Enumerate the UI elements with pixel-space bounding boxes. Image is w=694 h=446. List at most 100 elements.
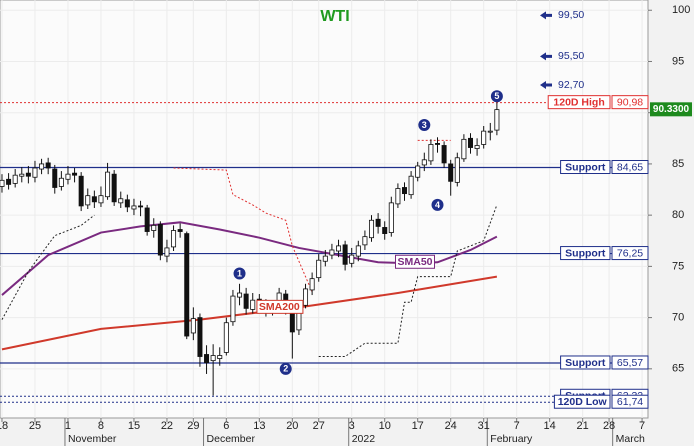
candle-body bbox=[223, 322, 229, 353]
candle-body bbox=[349, 254, 355, 264]
x-tick-label: 21 bbox=[577, 420, 589, 432]
series-label-box bbox=[394, 254, 435, 269]
y-tick-label: 80 bbox=[672, 209, 684, 221]
level-value-box bbox=[611, 95, 649, 110]
candle-body bbox=[322, 255, 328, 262]
candle-body bbox=[243, 293, 249, 309]
chart-title: WTI bbox=[320, 8, 349, 25]
month-label: December bbox=[207, 433, 256, 445]
candle-body bbox=[395, 188, 401, 205]
wave-marker bbox=[418, 118, 431, 131]
candle-body bbox=[309, 278, 315, 291]
candle-body bbox=[303, 288, 309, 306]
candle-body bbox=[441, 145, 447, 164]
level-value: 61,74 bbox=[617, 396, 643, 408]
candle-body bbox=[448, 163, 454, 182]
candle-body bbox=[131, 205, 137, 210]
level-value-box bbox=[611, 246, 649, 261]
candle-body bbox=[316, 259, 322, 279]
plot-area bbox=[0, 0, 649, 419]
wave-label: 2 bbox=[283, 364, 288, 374]
target-arrow bbox=[540, 81, 552, 90]
candle-body bbox=[25, 172, 31, 177]
labels: 6570758085909510018251815222961320273101… bbox=[0, 4, 692, 445]
candle-body bbox=[428, 144, 434, 162]
y-tick-label: 100 bbox=[672, 4, 690, 16]
candle-body bbox=[415, 165, 421, 178]
level-label-box bbox=[560, 160, 611, 175]
candle-body bbox=[230, 295, 236, 323]
y-tick-label: 65 bbox=[672, 363, 684, 375]
candle-body bbox=[164, 247, 170, 257]
level-label: Support bbox=[565, 161, 606, 173]
candle-body bbox=[454, 157, 460, 183]
candle-body bbox=[138, 205, 144, 208]
candle-body bbox=[98, 195, 104, 204]
series-label: SMA200 bbox=[259, 301, 300, 313]
candle-body bbox=[118, 198, 124, 204]
level-label: 120D High bbox=[553, 96, 604, 108]
candle-body bbox=[12, 174, 18, 184]
candle-body bbox=[434, 143, 440, 145]
candle-body bbox=[190, 318, 196, 334]
candle-body bbox=[65, 173, 71, 180]
candle-body bbox=[0, 179, 5, 187]
level-label-box bbox=[547, 95, 611, 110]
candle-body bbox=[481, 130, 487, 145]
x-tick-label: 6 bbox=[223, 420, 229, 432]
wave-label: 3 bbox=[422, 120, 427, 130]
candle-body bbox=[144, 207, 150, 232]
candle-body bbox=[382, 227, 388, 234]
candle-body bbox=[388, 202, 394, 233]
x-tick-label: 15 bbox=[128, 420, 140, 432]
candle-body bbox=[487, 130, 493, 133]
x-tick-label: 27 bbox=[313, 420, 325, 432]
candle-body bbox=[52, 168, 58, 188]
candle-body bbox=[78, 175, 84, 207]
candle-body bbox=[336, 245, 342, 252]
candle-body bbox=[197, 317, 203, 357]
stop-line bbox=[173, 167, 313, 293]
candle-body bbox=[58, 177, 64, 187]
x-tick-label: 25 bbox=[29, 420, 41, 432]
candle-body bbox=[171, 230, 177, 248]
level-label: 120D Low bbox=[558, 396, 608, 408]
level-value-box bbox=[611, 355, 649, 370]
target-label: 92,70 bbox=[558, 79, 584, 91]
target-label: 95,50 bbox=[558, 50, 584, 62]
stop-line bbox=[1, 214, 95, 320]
x-tick-label: 3 bbox=[349, 420, 355, 432]
y-tick-label: 75 bbox=[672, 260, 684, 272]
x-tick-label: 31 bbox=[478, 420, 490, 432]
level-label-box bbox=[553, 394, 611, 409]
candle-body bbox=[362, 236, 368, 246]
candle-body bbox=[369, 219, 375, 239]
candle-body bbox=[250, 299, 256, 310]
candle-body bbox=[210, 355, 216, 362]
candle-body bbox=[105, 171, 111, 198]
candle-body bbox=[494, 109, 500, 131]
x-tick-label: 10 bbox=[379, 420, 391, 432]
candle-body bbox=[157, 223, 163, 256]
candle-body bbox=[111, 173, 117, 203]
candle-body bbox=[461, 138, 467, 160]
wave-label: 4 bbox=[435, 200, 440, 210]
candle-body bbox=[342, 244, 348, 265]
candle-body bbox=[329, 249, 335, 256]
y-tick-label: 70 bbox=[672, 312, 684, 324]
x-tick-label: 8 bbox=[98, 420, 104, 432]
level-label: Support bbox=[565, 357, 606, 369]
x-tick-label: 17 bbox=[412, 420, 424, 432]
level-value: 90,98 bbox=[617, 96, 643, 108]
wave-marker bbox=[490, 90, 503, 103]
indicator-line bbox=[1, 275, 498, 351]
x-tick-label: 18 bbox=[0, 420, 8, 432]
candle-body bbox=[474, 145, 480, 149]
candle-body bbox=[19, 173, 25, 177]
level-value: 65,57 bbox=[617, 357, 643, 369]
candle-body bbox=[204, 354, 210, 364]
candle-body bbox=[45, 162, 51, 169]
candle-body bbox=[32, 167, 38, 178]
level-label: Support bbox=[565, 247, 606, 259]
